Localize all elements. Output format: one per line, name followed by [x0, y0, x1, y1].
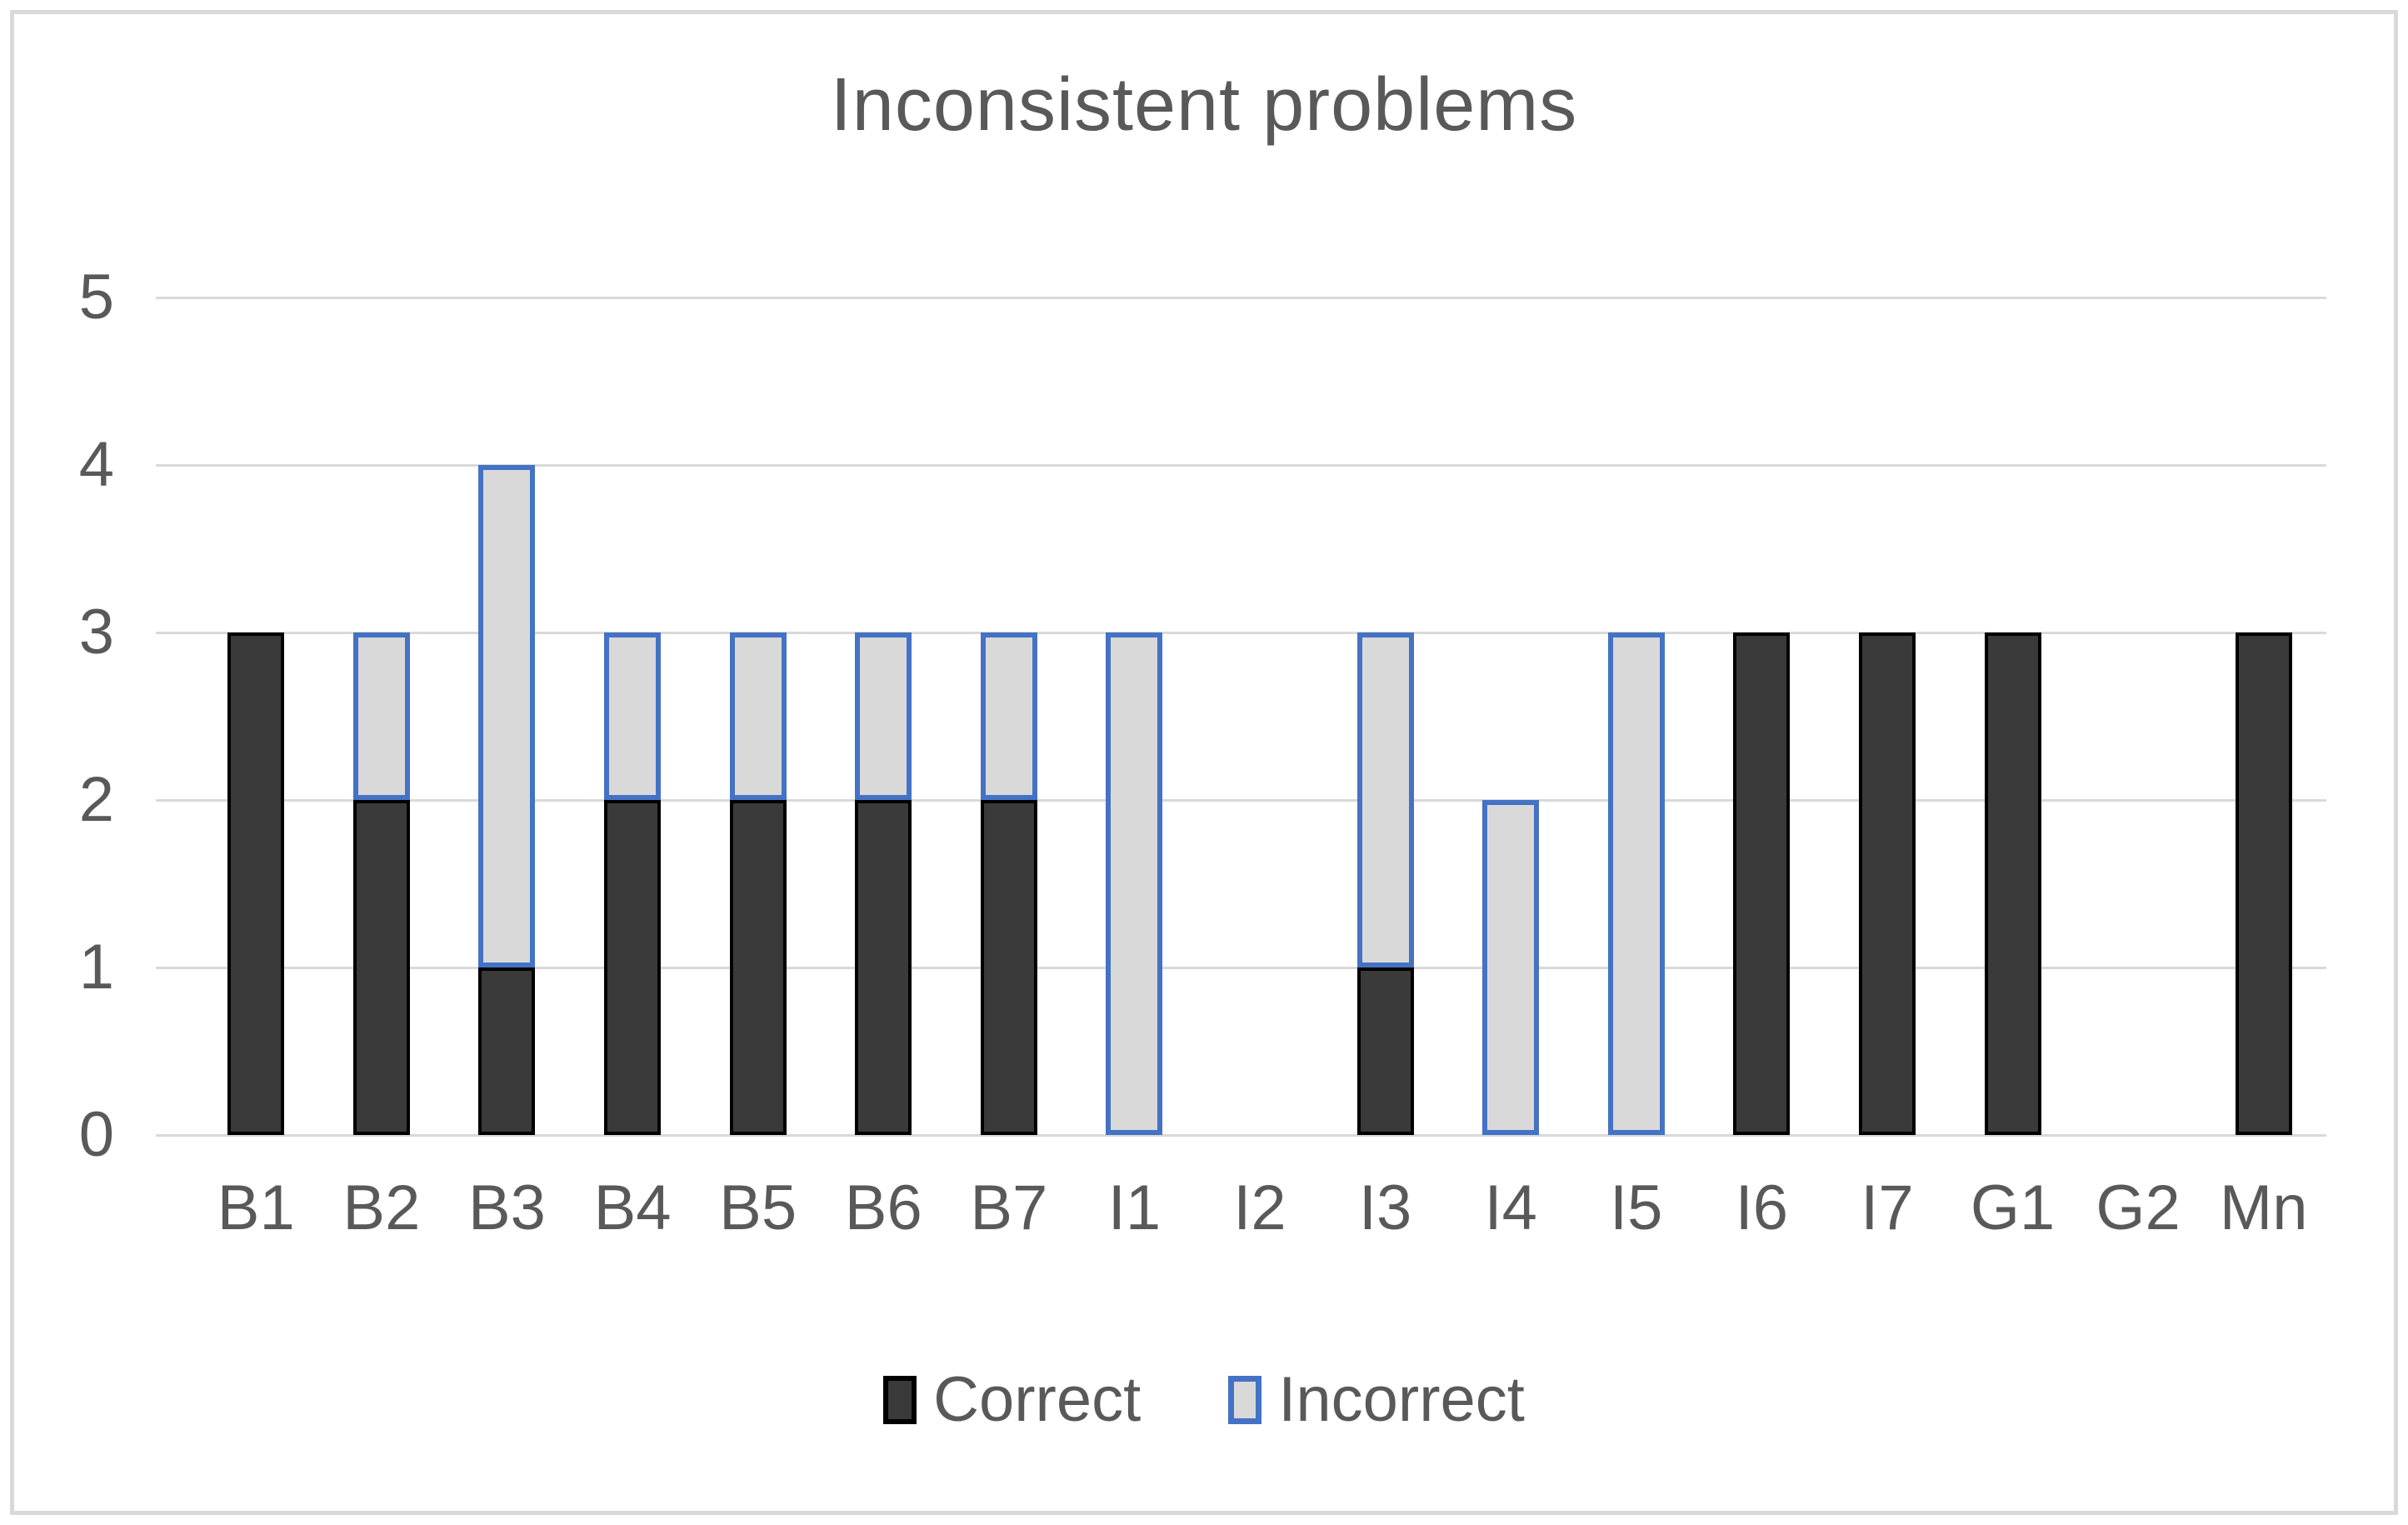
bar-slot-B7: [980, 298, 1037, 1135]
bar-B7-correct: [980, 800, 1037, 1135]
legend-label-correct: Correct: [933, 1364, 1142, 1435]
bar-B4-correct: [604, 800, 662, 1135]
bar-slot-I7: [1858, 298, 1916, 1135]
x-tick-label-I6: I6: [1735, 1172, 1789, 1243]
legend-item-correct: Correct: [883, 1368, 1141, 1432]
x-tick-label-I1: I1: [1107, 1172, 1162, 1243]
bar-slot-G1: [1984, 298, 2041, 1135]
bar-slot-I5: [1607, 298, 1665, 1135]
legend-swatch-correct-icon: [883, 1376, 917, 1424]
gridline-5: [156, 296, 2326, 299]
bar-slot-B5: [729, 298, 787, 1135]
bar-B4-incorrect: [604, 632, 662, 800]
legend-swatch-incorrect-icon: [1228, 1376, 1262, 1424]
bar-slot-B6: [855, 298, 912, 1135]
bar-B6-correct: [855, 800, 912, 1135]
bar-I5-incorrect: [1607, 632, 1665, 1135]
y-tick-label-0: 0: [78, 1099, 114, 1170]
bar-slot-G2: [2110, 298, 2166, 1135]
x-tick-label-G2: G2: [2096, 1172, 2181, 1243]
x-tick-label-I7: I7: [1861, 1172, 1914, 1243]
bar-I4-incorrect: [1482, 800, 1540, 1135]
bar-slot-I6: [1733, 298, 1791, 1135]
gridline-1: [156, 966, 2326, 969]
bar-slot-B2: [352, 298, 410, 1135]
legend-item-incorrect: Incorrect: [1228, 1368, 1525, 1432]
bar-slot-B3: [478, 298, 536, 1135]
bar-slot-I3: [1356, 298, 1414, 1135]
x-tick-label-B5: B5: [719, 1172, 797, 1243]
bar-B6-incorrect: [855, 632, 912, 800]
bar-I3-correct: [1356, 968, 1414, 1135]
legend: Correct Incorrect: [14, 1368, 2394, 1432]
bar-B5-incorrect: [729, 632, 787, 800]
gridline-2: [156, 798, 2326, 802]
x-tick-label-Mn: Mn: [2219, 1172, 2308, 1243]
x-tick-label-B1: B1: [217, 1172, 295, 1243]
bar-slot-I2: [1231, 298, 1288, 1135]
y-tick-label-4: 4: [78, 429, 114, 500]
x-tick-label-G1: G1: [1970, 1172, 2056, 1243]
y-tick-label-3: 3: [78, 597, 114, 668]
legend-label-incorrect: Incorrect: [1278, 1364, 1525, 1435]
bar-Mn-correct: [2235, 632, 2292, 1135]
x-tick-label-I3: I3: [1358, 1172, 1412, 1243]
x-tick-label-B2: B2: [342, 1172, 421, 1243]
bar-B3-correct: [478, 968, 536, 1135]
chart-title: Inconsistent problems: [830, 63, 1578, 147]
gridline-3: [156, 631, 2326, 634]
bar-slot-B4: [604, 298, 662, 1135]
x-tick-label-B4: B4: [593, 1172, 672, 1243]
bar-B5-correct: [729, 800, 787, 1135]
y-tick-label-2: 2: [78, 764, 114, 835]
plot-area: [156, 296, 2326, 1137]
x-tick-label-I5: I5: [1610, 1172, 1663, 1243]
x-axis-labels: B1 B2 B3 B4 B5 B6 B7 I1 I2 I3 I4 I5 I6 I7 G1 G2 Mn: [193, 1177, 2326, 1252]
x-tick-label-I4: I4: [1484, 1172, 1537, 1243]
x-tick-label-B3: B3: [467, 1172, 546, 1243]
y-tick-label-1: 1: [78, 932, 114, 1002]
bar-B2-correct: [352, 800, 410, 1135]
bar-B2-incorrect: [352, 632, 410, 800]
gridline-0: [156, 1133, 2326, 1137]
bar-slot-B1: [227, 298, 285, 1135]
x-tick-label-I2: I2: [1233, 1172, 1286, 1243]
bar-G1-correct: [1984, 632, 2041, 1135]
y-tick-label-5: 5: [78, 262, 114, 332]
gridline-4: [156, 463, 2326, 467]
bar-I1-incorrect: [1106, 632, 1163, 1135]
x-tick-label-B7: B7: [970, 1172, 1048, 1243]
bar-slot-I4: [1482, 298, 1540, 1135]
bar-slot-Mn: [2235, 298, 2292, 1135]
bar-I7-correct: [1858, 632, 1916, 1135]
bar-I6-correct: [1733, 632, 1791, 1135]
bar-B7-incorrect: [980, 632, 1037, 800]
bar-B1-correct: [227, 632, 285, 1135]
x-tick-label-B6: B6: [844, 1172, 922, 1243]
bar-B3-incorrect: [478, 465, 536, 968]
bar-slot-I1: [1106, 298, 1163, 1135]
bar-I3-incorrect: [1356, 632, 1414, 968]
